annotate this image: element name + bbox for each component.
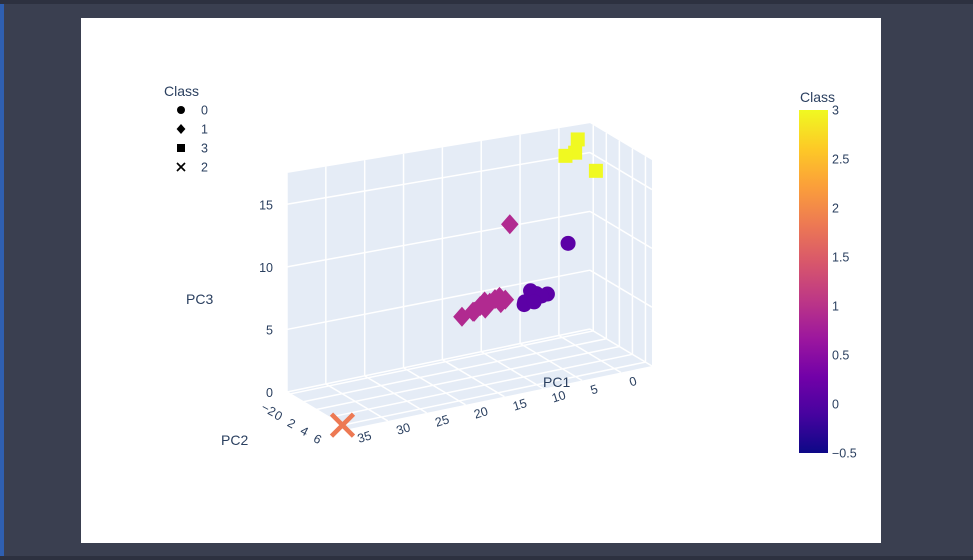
legend-item-label[interactable]: 1 [201,123,208,137]
gridline-x-floor [442,359,505,398]
gridline-z-side [589,210,653,250]
legend-item-label[interactable]: 0 [201,104,208,118]
legend-item-label[interactable]: 2 [201,161,208,175]
z-tick-label: 10 [259,261,273,275]
data-point-square[interactable] [570,132,585,147]
plot-area[interactable]: 0 5 10 15 20 25 30 35 −2 0 2 4 6 0 5 10 15 PC1 PC2 PC3 C… [81,18,881,543]
data-point-x[interactable] [329,412,356,438]
x-tick-label: 10 [550,388,567,405]
z-tick-label: 0 [266,386,273,400]
gridline-y-floor [303,338,607,403]
y-tick-label: 6 [311,431,324,447]
y-axis-title: PC2 [221,432,248,448]
legend-symbol-circle [177,106,185,114]
gridline-z-wall [286,328,591,393]
x-tick-label: 30 [395,420,412,437]
colorbar-tick-label: 3 [832,104,839,118]
data-point-circle[interactable] [526,294,542,310]
colorbar-tick-label: 1 [832,300,839,314]
legend-symbol-x [176,162,186,172]
legend-title: Class [164,83,199,99]
x-tick-label: 5 [589,382,600,397]
colorbar-title: Class [800,89,835,105]
z-axis-title: PC3 [186,291,213,307]
gridline-x-floor [325,383,389,422]
legend[interactable]: Class 0 1 3 2 [164,83,208,175]
legend-item-label[interactable]: 3 [201,142,208,156]
y-tick-label: −2 [259,400,278,419]
top-window-strip [0,0,973,4]
gridline-x-floor [519,342,583,382]
gridline-z-wall [286,151,591,206]
x-axis-title: PC1 [543,374,570,390]
floor-plane [287,329,652,429]
gridline-y-floor [342,361,646,426]
colorbar-tick-label: 2 [832,202,839,216]
x-tick-label: 25 [433,412,450,429]
data-point-circle[interactable] [560,235,576,251]
colorbar-bar [799,110,828,453]
gridline-z-wall [286,210,591,268]
x-tick-label: 20 [472,404,489,421]
colorbar-tick-label: −0.5 [832,447,857,461]
grid-layer [286,123,653,430]
gridline-z-side [589,269,653,308]
data-point-diamond[interactable] [464,301,482,322]
data-point-diamond[interactable] [490,286,509,307]
gridline-x-floor [558,334,622,374]
z-tick-label: 15 [259,198,273,212]
gridline-z-side [589,328,653,367]
colorbar: Class 3 2.5 2 1.5 1 0.5 0 −0.5 [799,89,857,461]
colorbar-tick-label: 1.5 [832,251,849,265]
points-layer[interactable] [329,132,603,438]
y-tick-label: 2 [285,416,298,432]
data-point-square[interactable] [588,163,603,178]
bottom-window-strip [0,556,973,560]
gridline-z-wall [286,269,591,331]
x-tick-label: 15 [511,396,528,413]
x-tick-label: 0 [628,374,639,389]
gridline-y-floor [290,330,594,395]
y-tick-label: 4 [298,424,311,440]
gridline-y-floor [316,345,620,411]
gridline-z-side [589,151,653,191]
gridline-x-floor [364,375,428,414]
data-point-diamond[interactable] [501,214,519,235]
gridline-x-floor [403,367,466,406]
x-tick-label: 35 [356,428,373,445]
colorbar-tick-label: 0 [832,398,839,412]
z-tick-label: 5 [266,323,273,337]
gridline-x-floor [480,350,544,390]
colorbar-tick-label: 0.5 [832,349,849,363]
data-point-diamond[interactable] [471,296,489,317]
legend-symbol-diamond [176,124,186,134]
left-accent-stripe [0,0,4,560]
side-wall [590,123,652,366]
back-wall [287,123,590,392]
colorbar-tick-label: 2.5 [832,153,849,167]
gridline-y-floor [329,353,633,419]
legend-symbol-square [177,144,185,152]
data-point-square[interactable] [558,148,573,163]
